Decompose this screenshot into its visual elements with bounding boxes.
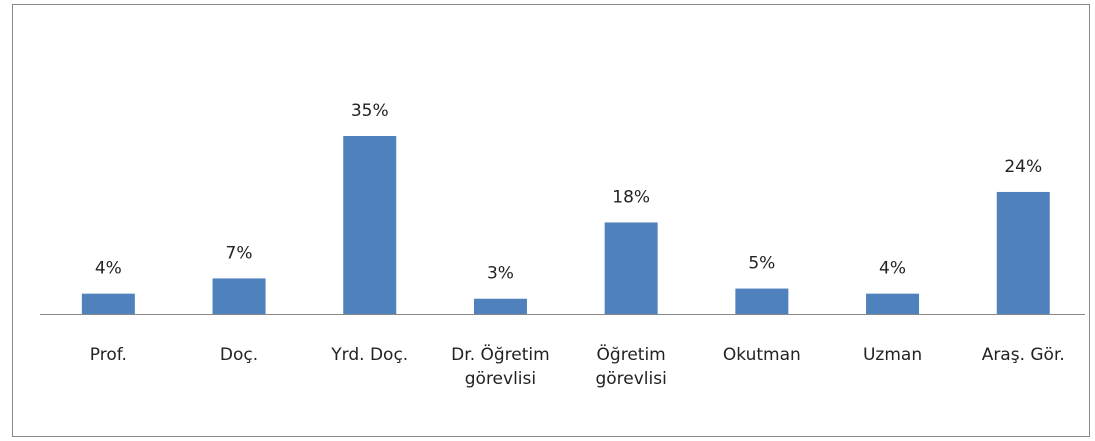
bar — [604, 222, 658, 314]
x-tick-label: Doç. — [219, 345, 259, 365]
data-label: 24% — [1004, 157, 1042, 177]
data-label: 4% — [879, 259, 906, 279]
data-label: 18% — [612, 187, 650, 207]
bar — [866, 293, 920, 314]
x-tick-label: Yrd. Doç. — [331, 345, 409, 365]
x-tick-label: Öğretim görevlisi — [595, 345, 667, 389]
data-label: 35% — [351, 101, 389, 121]
data-label: 7% — [226, 243, 253, 263]
data-label: 3% — [487, 264, 514, 284]
bar — [212, 278, 266, 314]
bar — [473, 298, 527, 314]
x-tick-label: Uzman — [862, 345, 923, 365]
bar — [996, 191, 1050, 314]
x-tick-label: Dr. Öğretim görevlisi — [451, 345, 550, 389]
data-label: 5% — [748, 254, 775, 274]
bar — [735, 288, 789, 314]
data-label: 4% — [95, 259, 122, 279]
bar — [81, 293, 135, 314]
chart-border — [12, 4, 1090, 437]
bar — [343, 136, 397, 314]
x-tick-label: Araş. Gör. — [981, 345, 1065, 365]
x-tick-label: Prof. — [89, 345, 127, 365]
x-tick-label: Okutman — [722, 345, 801, 365]
